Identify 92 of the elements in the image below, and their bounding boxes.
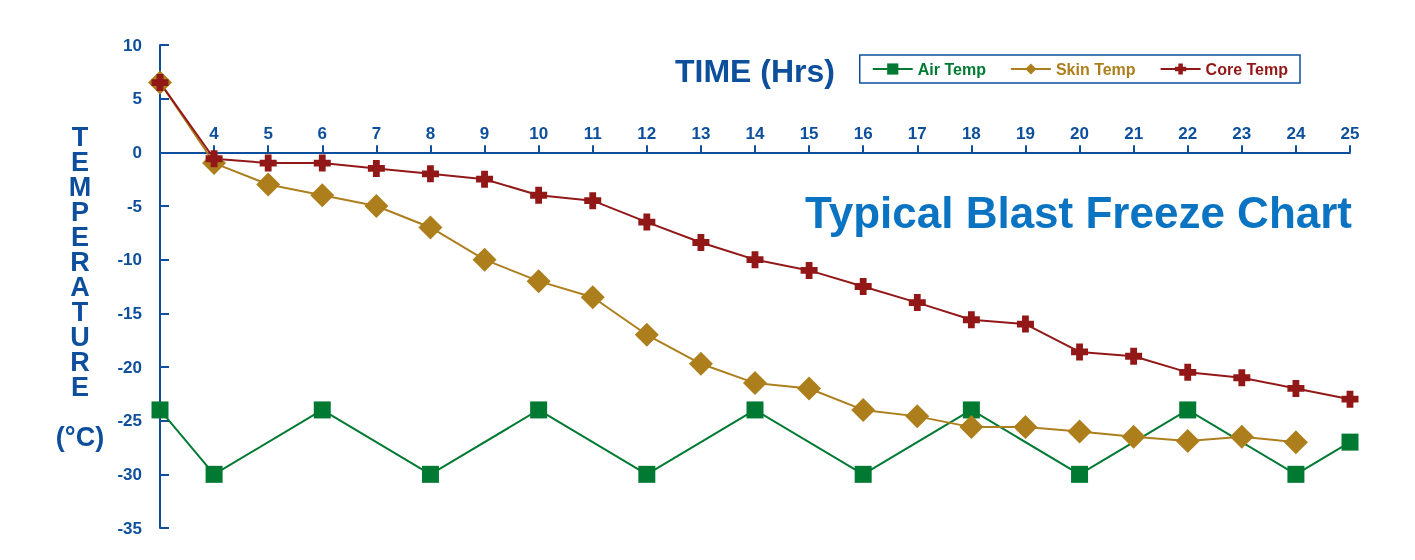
point (313, 154, 331, 172)
point (908, 294, 926, 312)
point (1233, 369, 1251, 387)
x-tick-label: 6 (317, 124, 328, 144)
point (962, 401, 980, 419)
x-tick-label: 20 (1070, 124, 1090, 144)
point (580, 285, 605, 310)
point (310, 183, 335, 208)
x-tick-label: 14 (745, 124, 765, 144)
point (367, 159, 385, 177)
x-tick-label: 24 (1286, 124, 1306, 144)
text: TEMPERATURE (°C) (55, 121, 105, 452)
point (1125, 347, 1143, 365)
point (1071, 465, 1089, 483)
point (1175, 429, 1200, 454)
x-tick-label: 15 (799, 124, 819, 144)
y-tick-label: -25 (117, 411, 142, 431)
point (472, 247, 497, 272)
y-tick-label: 5 (132, 89, 142, 109)
point (1013, 415, 1038, 440)
point (256, 172, 281, 197)
y-tick-label: -20 (117, 357, 142, 377)
x-tick-label: 10 (529, 124, 549, 144)
point (851, 397, 876, 422)
point (854, 465, 872, 483)
point (746, 251, 764, 269)
y-tick-label: -5 (126, 196, 142, 216)
point (526, 269, 551, 294)
point (1341, 390, 1359, 408)
x-tick-label: 7 (371, 124, 382, 144)
x-tick-label: 17 (907, 124, 927, 144)
point (743, 371, 767, 396)
point (259, 154, 277, 172)
point (1067, 419, 1092, 444)
point (1016, 315, 1034, 333)
point (1179, 401, 1197, 419)
point (1071, 343, 1089, 361)
point (959, 415, 984, 440)
y-tick-label: 10 (123, 35, 142, 55)
legend-label: Air Temp (917, 60, 987, 78)
point (584, 192, 602, 210)
legend-label: Core Temp (1205, 60, 1289, 78)
x-tick-label: 23 (1232, 124, 1252, 144)
x-tick-label: 13 (691, 124, 711, 144)
point (151, 401, 169, 419)
x-tick-label: 12 (637, 124, 657, 144)
point (634, 322, 659, 347)
x-tick-label: 18 (961, 124, 981, 144)
x-tick-label: 9 (479, 124, 490, 144)
y-tick-label: -35 (117, 518, 142, 538)
x-tick-label: 19 (1015, 124, 1035, 144)
point (854, 278, 872, 295)
legend-label: Skin Temp (1055, 60, 1136, 78)
point (638, 213, 656, 231)
x-tick-label: 21 (1124, 124, 1144, 144)
point (962, 311, 980, 329)
point (1287, 465, 1305, 483)
y-tick-label: -10 (117, 250, 142, 270)
point (205, 465, 223, 483)
x-tick-label: 5 (263, 124, 273, 144)
y-tick-label: 0 (132, 142, 142, 162)
x-tick-label: 16 (853, 124, 873, 144)
point (530, 186, 548, 204)
x-tick-label: 11 (583, 124, 602, 144)
point (905, 404, 930, 429)
point (313, 401, 331, 419)
point (476, 170, 494, 188)
x-tick-label: 22 (1178, 124, 1198, 144)
point (418, 215, 443, 240)
x-tick-label: 25 (1340, 124, 1360, 144)
point (797, 376, 822, 401)
x-tick-label: 8 (425, 124, 436, 144)
point (421, 165, 439, 183)
x-axis-title: TIME (Hrs) (675, 53, 835, 90)
point (1229, 424, 1254, 449)
point (1121, 424, 1146, 449)
point (638, 465, 656, 483)
point (364, 194, 389, 218)
point (746, 401, 764, 419)
x-tick-label: 4 (209, 124, 220, 144)
y-tick-label: -15 (117, 303, 142, 323)
point (1283, 430, 1308, 455)
point (1341, 433, 1359, 451)
point (530, 401, 548, 419)
point (688, 351, 713, 376)
point (421, 465, 439, 483)
point (800, 261, 818, 279)
text: Typical Blast Freeze Chart (805, 187, 1353, 237)
point (692, 233, 710, 251)
y-tick-label: -30 (117, 464, 142, 484)
point (1179, 363, 1197, 381)
point (1287, 379, 1305, 397)
